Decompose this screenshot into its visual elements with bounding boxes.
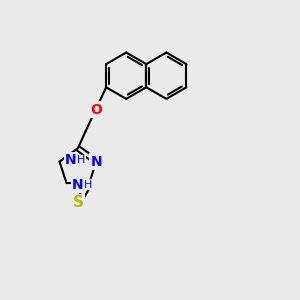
Text: N: N: [91, 154, 102, 169]
Text: N: N: [72, 178, 84, 192]
Text: S: S: [73, 195, 84, 210]
Text: H: H: [77, 155, 85, 165]
Text: H: H: [84, 180, 92, 190]
Text: N: N: [65, 153, 76, 167]
Text: O: O: [90, 103, 102, 117]
